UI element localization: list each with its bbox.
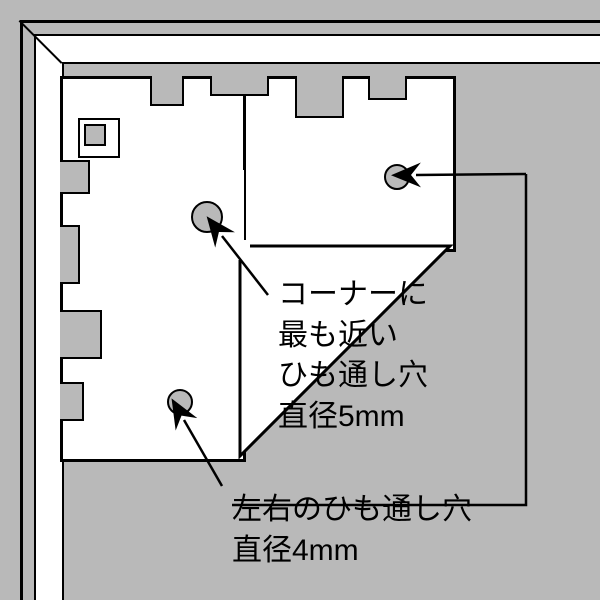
notch-top-4 bbox=[368, 76, 407, 100]
corner-inner-box-2 bbox=[84, 124, 106, 146]
diagram-stage: コーナーに 最も近い ひも通し穴 直径5mm 左右のひも通し穴 直径4mm bbox=[0, 0, 600, 600]
hole-right bbox=[384, 164, 410, 190]
hole-bottom bbox=[167, 389, 193, 415]
notch-left-1 bbox=[60, 160, 90, 194]
notch-left-3 bbox=[60, 310, 102, 359]
notch-left-4 bbox=[60, 382, 84, 421]
label-center-hole: コーナーに 最も近い ひも通し穴 直径5mm bbox=[278, 275, 428, 437]
label-side-holes: 左右のひも通し穴 直径4mm bbox=[232, 490, 472, 571]
notch-top-1 bbox=[150, 76, 184, 106]
hole-center bbox=[191, 201, 223, 233]
notch-top-2 bbox=[210, 76, 269, 96]
notch-top-3 bbox=[295, 76, 344, 118]
notch-left-2 bbox=[60, 225, 80, 284]
